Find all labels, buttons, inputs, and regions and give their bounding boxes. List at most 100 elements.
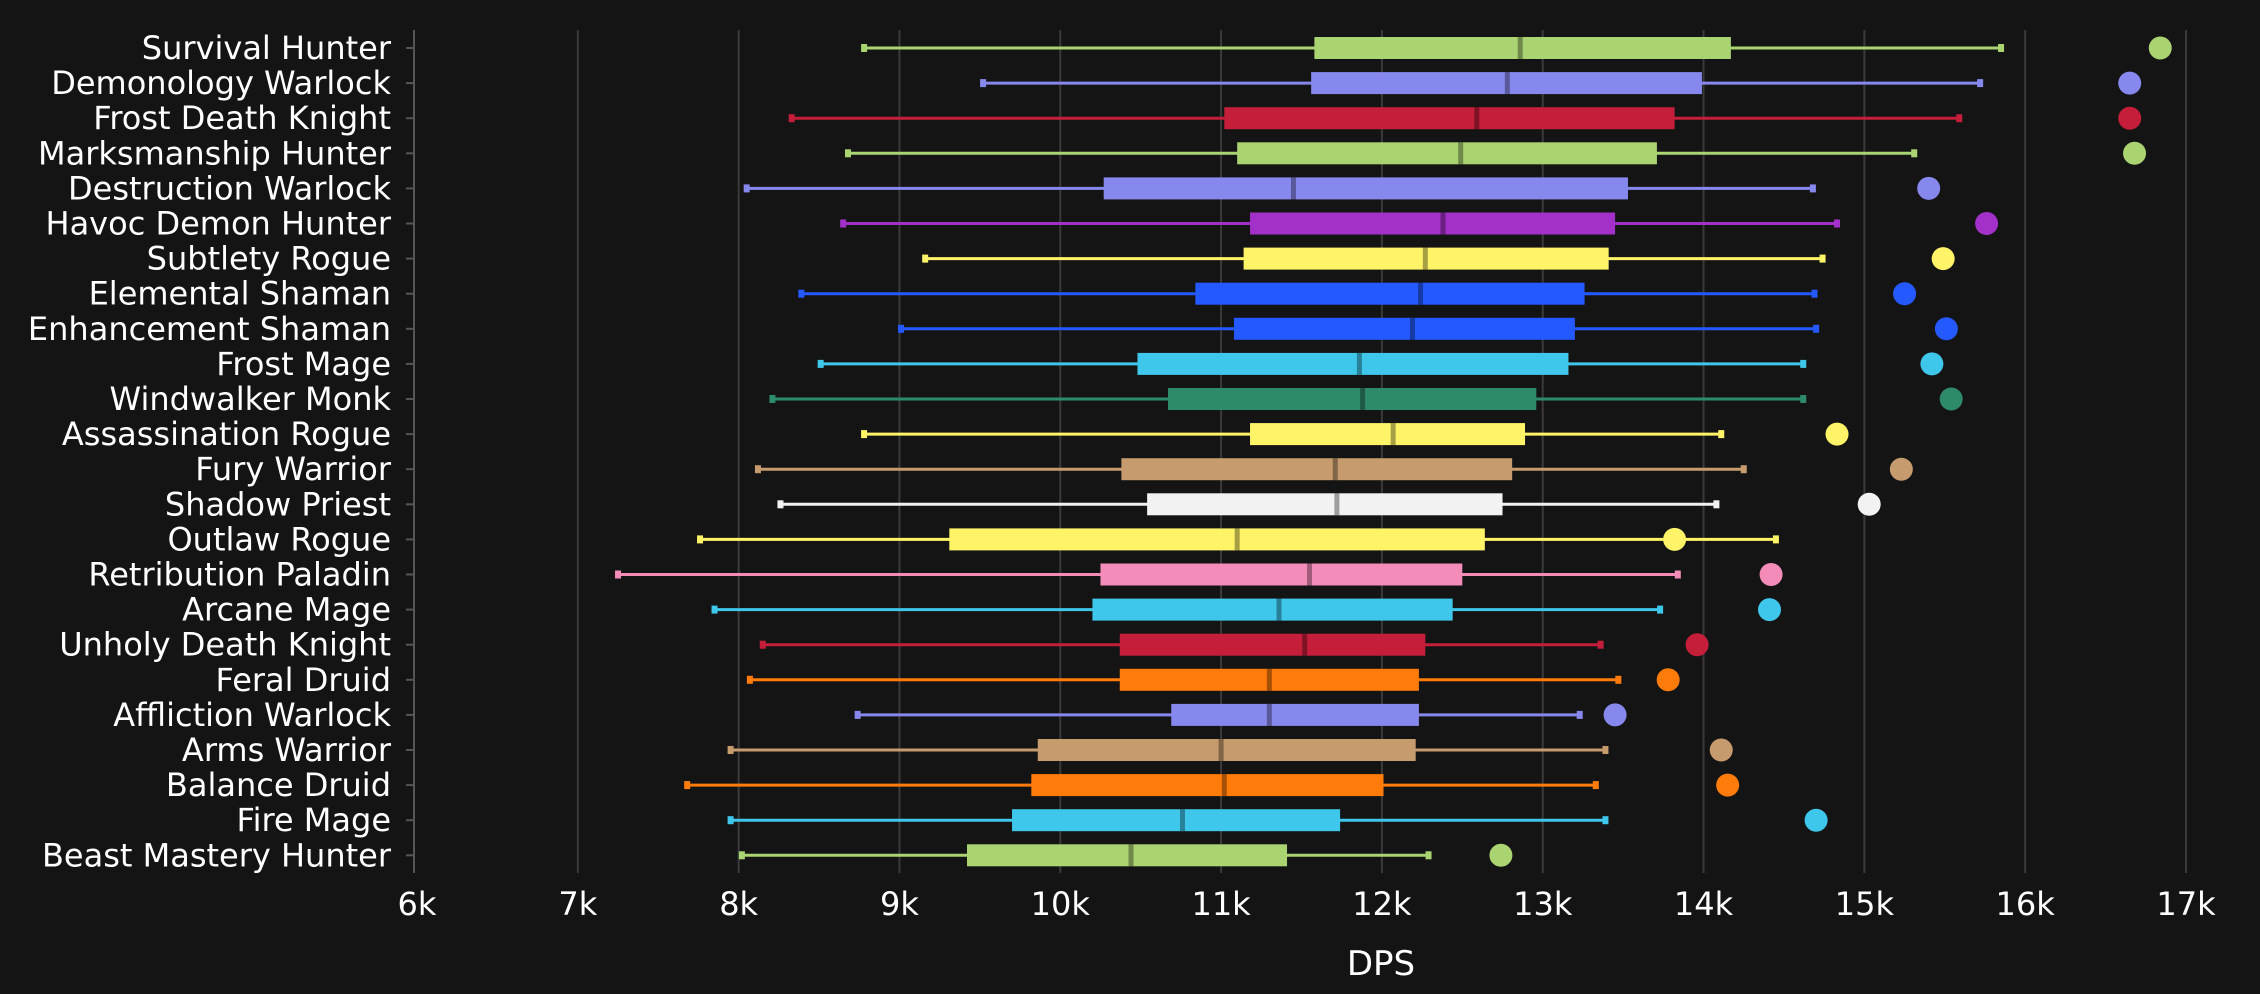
whisker-min-cap bbox=[754, 465, 761, 474]
box-row bbox=[769, 387, 1963, 411]
iqr-box bbox=[1100, 563, 1463, 586]
box-row bbox=[746, 668, 1680, 692]
iqr-box bbox=[1250, 212, 1616, 235]
whisker-min-cap bbox=[759, 640, 766, 649]
box-row bbox=[980, 71, 2142, 95]
max-dot bbox=[1603, 703, 1627, 727]
iqr-box bbox=[1171, 703, 1419, 726]
whisker-max-cap bbox=[1657, 605, 1664, 614]
box-row bbox=[684, 773, 1740, 797]
whisker-min-cap bbox=[922, 254, 929, 263]
category-label: Havoc Demon Hunter bbox=[46, 205, 392, 243]
whisker-max-cap bbox=[1597, 640, 1604, 649]
max-dot bbox=[1975, 212, 1999, 235]
whisker-min-cap bbox=[898, 324, 905, 333]
whisker-min-cap bbox=[697, 535, 704, 544]
max-dot bbox=[1917, 176, 1941, 200]
iqr-box bbox=[1195, 282, 1585, 305]
median-marker bbox=[1221, 774, 1227, 797]
whisker-max-cap bbox=[1615, 675, 1622, 684]
max-dot bbox=[2118, 106, 2142, 130]
box-row bbox=[844, 141, 2147, 165]
box-row bbox=[840, 212, 1999, 235]
iqr-box bbox=[1311, 72, 1702, 95]
whisker-min-cap bbox=[684, 781, 691, 790]
category-label: Survival Hunter bbox=[142, 29, 392, 67]
whisker-max-cap bbox=[1602, 746, 1609, 754]
category-label: Subtlety Rogue bbox=[147, 240, 391, 278]
whisker-max-cap bbox=[1811, 289, 1818, 298]
max-dot bbox=[1857, 492, 1881, 516]
whisker-max-cap bbox=[1834, 219, 1841, 228]
iqr-box bbox=[1224, 107, 1675, 130]
whisker-max-cap bbox=[1813, 324, 1820, 333]
category-label: Marksmanship Hunter bbox=[38, 134, 392, 172]
max-dot bbox=[1939, 387, 1963, 411]
median-marker bbox=[1266, 668, 1272, 691]
whisker-max-cap bbox=[1809, 184, 1816, 193]
category-label: Windwalker Monk bbox=[110, 380, 392, 418]
whisker-max-cap bbox=[1977, 79, 1984, 88]
whisker-min-cap bbox=[861, 430, 868, 439]
max-dot bbox=[1920, 352, 1944, 376]
max-dot bbox=[1759, 563, 1783, 586]
iqr-box bbox=[1037, 739, 1416, 761]
whisker-max-cap bbox=[1998, 44, 2005, 52]
max-dot bbox=[1931, 247, 1955, 271]
iqr-box bbox=[1121, 458, 1513, 481]
whisker-min-cap bbox=[711, 605, 718, 614]
category-label: Outlaw Rogue bbox=[167, 520, 391, 558]
category-label: Beast Mastery Hunter bbox=[42, 836, 392, 874]
category-label: Enhancement Shaman bbox=[28, 310, 391, 348]
whisker-min-cap bbox=[743, 184, 750, 193]
x-tick-label: 12k bbox=[1352, 885, 1412, 923]
whisker-max-cap bbox=[1718, 430, 1725, 439]
box-row bbox=[798, 282, 1917, 306]
iqr-box bbox=[1031, 774, 1384, 797]
median-marker bbox=[1234, 528, 1240, 551]
x-tick-label: 15k bbox=[1835, 885, 1895, 923]
median-marker bbox=[1418, 282, 1424, 305]
median-marker bbox=[1517, 37, 1523, 59]
whisker-min-cap bbox=[769, 395, 776, 403]
whisker-min-cap bbox=[727, 746, 734, 754]
median-marker bbox=[1422, 247, 1428, 270]
box-row bbox=[922, 247, 1955, 271]
whisker-max-cap bbox=[1674, 570, 1681, 579]
iqr-box bbox=[1137, 352, 1569, 375]
median-marker bbox=[1218, 739, 1224, 761]
median-marker bbox=[1179, 809, 1185, 832]
category-label: Demonology Warlock bbox=[51, 64, 391, 102]
category-label: Affliction Warlock bbox=[113, 696, 391, 734]
whisker-max-cap bbox=[1772, 535, 1779, 544]
whisker-max-cap bbox=[1800, 395, 1807, 403]
iqr-box bbox=[1168, 388, 1537, 410]
median-marker bbox=[1334, 493, 1340, 516]
iqr-box bbox=[1250, 423, 1526, 446]
iqr-box bbox=[1243, 247, 1609, 270]
whisker-min-cap bbox=[746, 675, 753, 684]
iqr-box bbox=[966, 844, 1288, 867]
iqr-box bbox=[1147, 493, 1503, 516]
whisker-max-cap bbox=[1819, 254, 1826, 263]
plot-marks bbox=[615, 36, 2172, 867]
median-marker bbox=[1504, 72, 1510, 95]
whisker-min-cap bbox=[817, 359, 824, 368]
box-row bbox=[898, 317, 1958, 341]
x-tick-label: 11k bbox=[1191, 885, 1251, 923]
box-row bbox=[754, 457, 1913, 481]
x-tick-label: 17k bbox=[2156, 885, 2216, 923]
x-tick-label: 13k bbox=[1513, 885, 1573, 923]
max-dot bbox=[1663, 527, 1687, 551]
whisker-min-cap bbox=[798, 289, 805, 298]
box-row bbox=[738, 843, 1513, 867]
median-marker bbox=[1409, 317, 1415, 340]
median-marker bbox=[1332, 458, 1338, 481]
x-tick-label: 6k bbox=[398, 885, 437, 923]
median-marker bbox=[1266, 703, 1272, 726]
max-dot bbox=[1757, 598, 1781, 622]
max-dot bbox=[1716, 773, 1740, 797]
box-row bbox=[727, 738, 1733, 762]
whisker-min-cap bbox=[854, 710, 861, 719]
